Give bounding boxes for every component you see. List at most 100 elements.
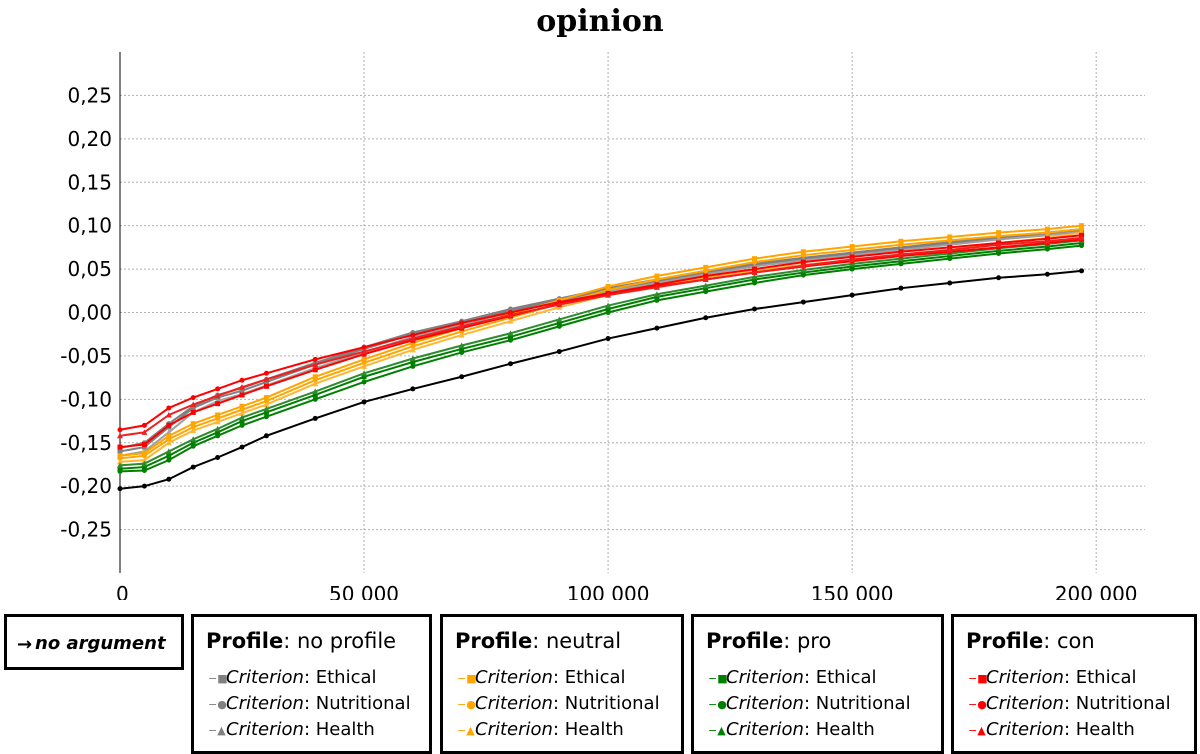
- data-point: [361, 356, 367, 362]
- data-point: [141, 460, 148, 467]
- data-point: [605, 283, 611, 289]
- data-point: [556, 301, 563, 308]
- legend-criterion-name: : Ethical: [803, 667, 877, 688]
- data-point: [239, 403, 245, 409]
- data-point: [751, 269, 758, 276]
- data-point: [752, 259, 758, 265]
- data-point: [190, 436, 197, 442]
- series-line: [119, 239, 1082, 467]
- legend-item: −●Criterion: Nutritional: [457, 693, 660, 714]
- data-point: [703, 289, 709, 295]
- data-point: [239, 410, 246, 416]
- y-tick-label: 0,15: [67, 170, 112, 194]
- series-no-profile: [117, 228, 1085, 459]
- data-point: [361, 344, 367, 350]
- line-marker-icon: →: [17, 633, 33, 655]
- data-point: [312, 392, 318, 398]
- data-point: [312, 356, 318, 362]
- legend-item: −▲Criterion: Health: [968, 719, 1135, 740]
- data-point: [702, 276, 709, 283]
- data-point: [605, 306, 611, 312]
- data-point: [312, 388, 319, 395]
- series-line: [119, 236, 1082, 437]
- data-point: [165, 448, 172, 454]
- data-point: [190, 395, 196, 401]
- data-point: [996, 230, 1002, 236]
- plot-area: -0,25 -0,20 -0,15 -0,10 -0,05 0,00 0,05 0,10 0,1…: [60, 52, 1145, 600]
- data-point: [409, 346, 416, 353]
- legend-criterion-key: Criterion: [726, 719, 804, 740]
- legend-profile-name: : con: [1043, 629, 1095, 653]
- legend-item: −■Criterion: Ethical: [708, 667, 877, 688]
- data-point: [849, 292, 855, 298]
- y-tick-label: -0,05: [60, 344, 112, 368]
- data-point: [409, 335, 416, 342]
- data-point: [239, 414, 246, 421]
- data-point: [459, 320, 465, 326]
- data-point: [141, 441, 147, 447]
- data-point: [605, 310, 611, 315]
- data-point: [361, 374, 367, 380]
- data-point: [166, 436, 172, 442]
- data-point: [654, 273, 660, 279]
- data-point: [141, 483, 147, 489]
- data-point: [361, 379, 367, 385]
- data-point: [166, 476, 172, 482]
- series-marker-icon: −■: [457, 671, 477, 685]
- y-tick-label: -0,10: [60, 387, 112, 411]
- legend-profile-pro: Profile: pro −■Criterion: Ethical −●Criter…: [691, 614, 944, 754]
- data-point: [1044, 238, 1051, 244]
- data-point: [165, 439, 172, 446]
- data-point: [239, 418, 245, 424]
- data-point: [849, 247, 855, 253]
- legend-criterion-name: : Health: [1063, 719, 1135, 740]
- data-point: [1079, 223, 1085, 229]
- data-point: [703, 315, 709, 321]
- data-point: [703, 264, 709, 270]
- legend-criterion-name: : Health: [303, 719, 375, 740]
- legend-criterion-key: Criterion: [475, 719, 553, 740]
- series-pro: [117, 243, 1085, 474]
- x-tick-label: 0: [116, 582, 129, 600]
- data-point: [752, 277, 758, 283]
- data-point: [1078, 234, 1085, 241]
- series-marker-icon: −▲: [708, 723, 726, 737]
- data-point: [312, 380, 319, 387]
- series-line: [119, 231, 1082, 463]
- data-point: [654, 294, 660, 300]
- legend-no-argument: → no argument: [4, 614, 184, 670]
- data-point: [996, 250, 1002, 256]
- data-point: [117, 444, 123, 450]
- legend-profile-name: : no profile: [283, 629, 397, 653]
- legend-criterion-name: : Nutritional: [552, 693, 660, 714]
- data-point: [361, 360, 367, 366]
- data-point: [507, 361, 513, 367]
- legend-profile-heading: Profile: con: [966, 629, 1095, 653]
- series-marker-icon: −●: [708, 697, 727, 711]
- legend-profile-con: Profile: con −■Criterion: Ethical −●Criter…: [951, 614, 1197, 754]
- data-point: [458, 323, 465, 329]
- legend-criterion-name: : Nutritional: [803, 693, 911, 714]
- data-point: [947, 253, 953, 259]
- data-point: [800, 252, 806, 258]
- data-point: [215, 412, 221, 418]
- data-point: [458, 342, 465, 348]
- series-marker-icon: −●: [457, 697, 476, 711]
- data-point: [263, 433, 269, 439]
- legend-item-no-argument: → no argument: [17, 633, 166, 655]
- data-point: [507, 318, 514, 324]
- y-tick-label: -0,20: [60, 474, 112, 498]
- data-point: [800, 272, 806, 278]
- series-pro: [117, 237, 1085, 468]
- legend-profile-heading: Profile: no profile: [206, 629, 396, 653]
- data-point: [898, 238, 904, 244]
- data-point: [215, 386, 221, 392]
- data-point: [752, 256, 758, 262]
- data-point: [507, 312, 514, 318]
- data-point: [263, 401, 270, 408]
- data-point: [190, 443, 196, 449]
- data-point: [898, 285, 904, 291]
- data-point: [947, 237, 953, 243]
- data-point: [947, 280, 953, 286]
- legend-criterion-name: : Ethical: [552, 667, 626, 688]
